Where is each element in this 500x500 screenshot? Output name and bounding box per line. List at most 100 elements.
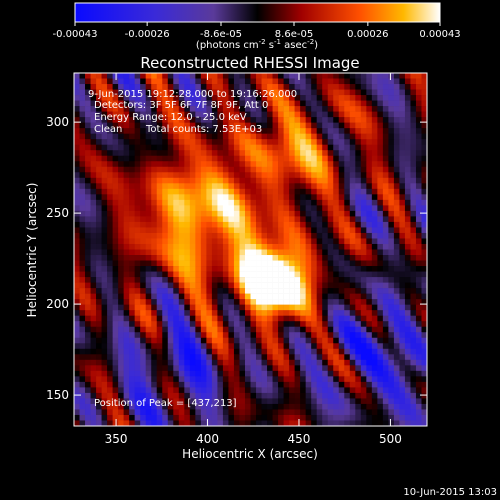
heatmap-cell <box>162 227 169 234</box>
heatmap-cell <box>200 122 207 129</box>
heatmap-cell <box>333 210 340 217</box>
heatmap-cell <box>366 420 373 426</box>
heatmap-cell <box>305 260 312 267</box>
heatmap-cell <box>344 387 351 394</box>
heatmap-cell <box>178 304 185 311</box>
heatmap-cell <box>355 106 362 112</box>
heatmap-cell <box>101 260 108 267</box>
heatmap-cell <box>167 100 174 107</box>
heatmap-cell <box>112 332 119 339</box>
heatmap-cell <box>294 106 301 112</box>
heatmap-cell <box>140 199 147 206</box>
heatmap-cell <box>399 249 406 256</box>
heatmap-cell <box>162 387 169 394</box>
heatmap-cell <box>206 183 213 190</box>
heatmap-cell <box>90 117 97 123</box>
heatmap-cell <box>415 359 422 366</box>
heatmap-cell <box>421 177 427 184</box>
heatmap-cell <box>344 194 351 201</box>
heatmap-cell <box>118 392 124 399</box>
heatmap-cell <box>377 227 384 234</box>
heatmap-cell <box>283 122 290 129</box>
heatmap-cell <box>101 403 108 410</box>
heatmap-cell <box>195 403 202 410</box>
heatmap-cell <box>338 249 345 256</box>
heatmap-cell <box>206 150 213 157</box>
heatmap-cell <box>222 304 229 311</box>
heatmap-cell <box>107 403 113 410</box>
heatmap-cell <box>79 403 86 410</box>
heatmap-cell <box>162 376 169 383</box>
heatmap-cell <box>156 266 163 272</box>
heatmap-cell <box>151 266 158 272</box>
heatmap-cell <box>123 304 130 311</box>
heatmap-cell <box>355 255 362 261</box>
heatmap-cell <box>195 310 202 316</box>
heatmap-cell <box>184 155 191 162</box>
heatmap-cell <box>261 177 268 184</box>
heatmap-cell <box>250 337 257 344</box>
heatmap-cell <box>85 365 91 372</box>
heatmap-cell <box>96 293 102 300</box>
heatmap-cell <box>355 117 362 123</box>
heatmap-cell <box>173 260 180 267</box>
heatmap-cell <box>371 243 378 250</box>
heatmap-cell <box>382 398 389 405</box>
heatmap-cell <box>189 271 196 278</box>
heatmap-cell <box>410 111 417 118</box>
heatmap-cell <box>228 205 235 212</box>
heatmap-cell <box>239 376 246 383</box>
heatmap-cell <box>129 348 135 355</box>
heatmap-cell <box>101 249 108 256</box>
heatmap-cell <box>344 73 351 79</box>
heatmap-cell <box>206 381 213 388</box>
heatmap-cell <box>305 332 312 339</box>
heatmap-cell <box>96 128 102 134</box>
heatmap-cell <box>371 376 378 383</box>
heatmap-cell <box>74 359 80 366</box>
heatmap-cell <box>305 398 312 405</box>
heatmap-cell <box>129 381 135 388</box>
heatmap-cell <box>421 122 427 129</box>
heatmap-cell <box>305 100 312 107</box>
heatmap-cell <box>123 277 130 283</box>
heatmap-cell <box>134 354 141 361</box>
heatmap-cell <box>327 122 334 129</box>
heatmap-cell <box>256 117 262 123</box>
heatmap-cell <box>316 376 323 383</box>
heatmap-cell <box>200 177 207 184</box>
heatmap-cell <box>74 117 80 123</box>
heatmap-cell <box>129 260 135 267</box>
heatmap-cell <box>134 183 141 190</box>
heatmap-cell <box>333 337 340 344</box>
heatmap-cell <box>222 288 229 294</box>
heatmap-cell <box>388 243 395 250</box>
heatmap-cell <box>184 199 191 206</box>
heatmap-cell <box>228 398 235 405</box>
heatmap-cell <box>278 78 284 85</box>
heatmap-cell <box>393 166 400 173</box>
heatmap-cell <box>311 359 317 366</box>
heatmap-cell <box>167 370 174 377</box>
heatmap-cell <box>421 321 427 328</box>
heatmap-cell <box>123 310 130 316</box>
heatmap-cell <box>283 73 290 79</box>
heatmap-cell <box>382 106 389 112</box>
heatmap-cell <box>355 315 362 322</box>
heatmap-cell <box>388 117 395 123</box>
heatmap-cell <box>184 133 191 140</box>
heatmap-cell <box>294 238 301 245</box>
heatmap-cell <box>118 299 124 305</box>
heatmap-cell <box>85 144 91 151</box>
heatmap-cell <box>156 376 163 383</box>
heatmap-cell <box>371 172 378 179</box>
heatmap-cell <box>382 370 389 377</box>
heatmap-cell <box>371 232 378 239</box>
heatmap-cell <box>250 365 257 372</box>
heatmap-cell <box>278 216 284 223</box>
heatmap-cell <box>112 84 119 90</box>
heatmap-cell <box>112 381 119 388</box>
heatmap-cell <box>371 95 378 101</box>
heatmap-cell <box>101 177 108 184</box>
